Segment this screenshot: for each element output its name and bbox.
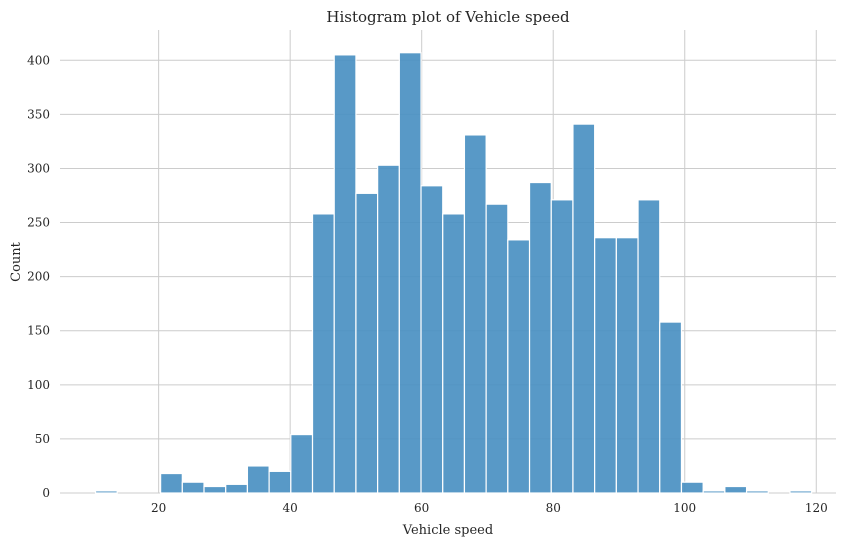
histogram-bar: [160, 472, 183, 494]
histogram-bar: [181, 481, 205, 494]
histogram-bar: [485, 203, 509, 494]
histogram-bar: [463, 134, 487, 494]
histogram-bar: [724, 485, 748, 494]
histogram-bar: [507, 239, 531, 494]
x-tick-label: 20: [151, 501, 166, 515]
x-tick-label: 120: [805, 501, 828, 515]
histogram-bar: [745, 490, 769, 494]
tick-layer: 20 40 60 80 100 120 0 50 100 150 200 250 300 350 400: [27, 53, 828, 515]
y-tick-label: 150: [27, 324, 50, 338]
histogram-bar: [246, 465, 270, 494]
histogram-bar: [203, 485, 227, 494]
histogram-bar: [550, 199, 574, 494]
x-tick-label: 40: [283, 501, 298, 515]
histogram-bar: [615, 237, 639, 494]
histogram-bar: [594, 237, 617, 494]
x-tick-label: 100: [673, 501, 696, 515]
histogram-bar: [442, 213, 466, 494]
histogram-bar: [311, 213, 335, 494]
histogram-bar: [333, 54, 357, 494]
histogram-bar: [268, 470, 292, 494]
y-tick-label: 100: [27, 378, 50, 392]
x-axis-label: Vehicle speed: [402, 523, 493, 538]
histogram-bar: [789, 490, 813, 494]
histogram-bar: [637, 199, 661, 494]
x-tick-label: 60: [414, 501, 429, 515]
histogram-bar: [290, 433, 314, 494]
x-tick-label: 80: [546, 501, 561, 515]
histogram-bar: [528, 181, 552, 494]
y-tick-label: 350: [27, 107, 50, 121]
chart-title: Histogram plot of Vehicle speed: [326, 8, 570, 26]
histogram-bar: [398, 52, 422, 494]
y-tick-label: 250: [27, 216, 50, 230]
histogram-bar: [377, 164, 400, 494]
histogram-bar: [572, 123, 596, 494]
y-tick-label: 400: [27, 53, 50, 67]
y-tick-label: 50: [35, 432, 50, 446]
y-tick-label: 0: [42, 486, 50, 500]
y-axis-label: Count: [9, 241, 24, 282]
histogram-bar: [225, 483, 249, 494]
histogram-bar: [659, 321, 683, 494]
histogram-bar: [680, 481, 704, 494]
histogram-bar: [94, 490, 118, 494]
histogram-bar: [702, 490, 726, 494]
y-tick-label: 200: [27, 270, 50, 284]
y-tick-label: 300: [27, 161, 50, 175]
histogram-bar: [355, 192, 379, 494]
bar-layer: [94, 52, 813, 494]
histogram-bar: [420, 185, 444, 494]
